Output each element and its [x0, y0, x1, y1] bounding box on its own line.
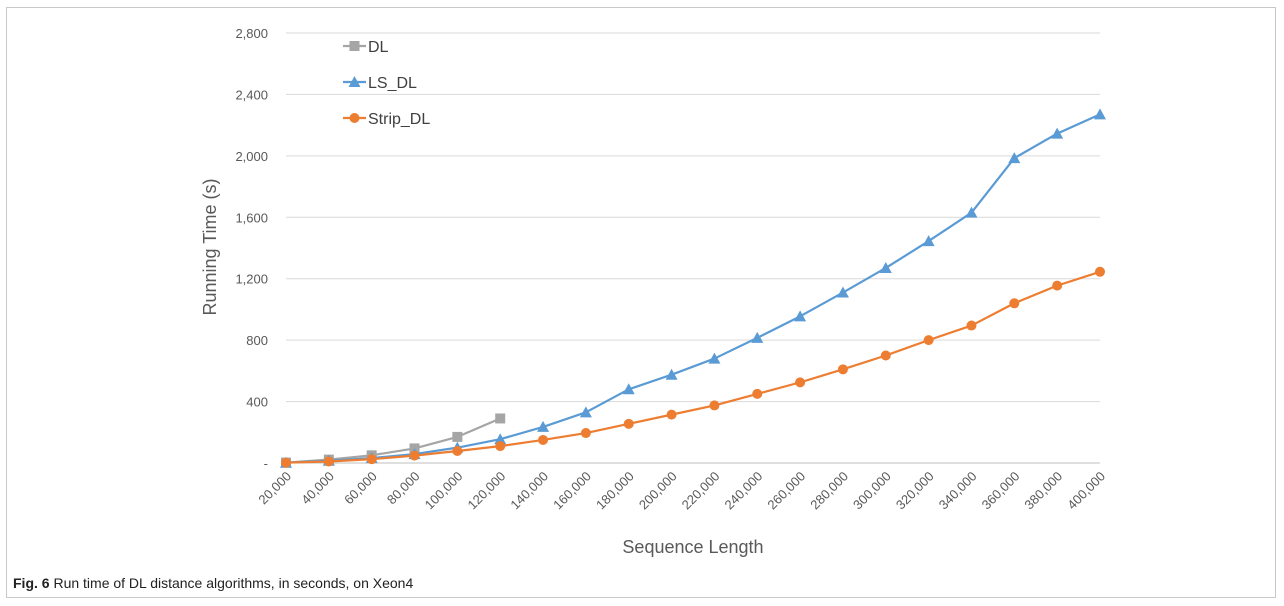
y-tick-label: 1,600	[235, 210, 268, 225]
x-tick-label: 400,000	[1064, 469, 1108, 513]
data-point-strip-dl	[1052, 280, 1063, 291]
legend-marker	[349, 113, 360, 123]
x-tick-label: 220,000	[679, 469, 723, 513]
data-point-ls-dl	[751, 331, 764, 343]
x-tick-label: 100,000	[422, 469, 466, 513]
data-point-strip-dl	[409, 450, 420, 461]
legend-label: LS_DL	[368, 75, 417, 92]
data-point-ls-dl	[494, 433, 507, 445]
x-tick-label: 160,000	[550, 469, 594, 513]
data-point-ls-dl	[622, 383, 635, 395]
data-point-ls-dl	[1094, 108, 1106, 120]
figure-label: Fig. 6	[13, 575, 50, 591]
y-tick-label: 1,200	[235, 272, 268, 287]
data-point-strip-dl	[452, 446, 463, 457]
figure-frame	[6, 7, 1276, 598]
data-point-strip-dl	[666, 409, 677, 420]
x-tick-label: 300,000	[850, 469, 894, 513]
x-tick-label: 340,000	[936, 469, 980, 513]
data-point-strip-dl	[580, 428, 591, 439]
x-tick-label: 20,000	[255, 469, 294, 508]
legend-item-dl: DL	[343, 39, 389, 56]
x-tick-label: 240,000	[722, 469, 766, 513]
data-point-ls-dl	[1051, 127, 1064, 139]
series-dl	[281, 413, 506, 468]
data-point-strip-dl	[966, 320, 977, 331]
data-point-ls-dl	[579, 406, 592, 418]
x-tick-label: 320,000	[893, 469, 937, 513]
x-tick-label: 280,000	[807, 469, 851, 513]
data-point-strip-dl	[538, 434, 549, 445]
x-tick-label: 140,000	[507, 469, 551, 513]
data-point-ls-dl	[922, 235, 935, 247]
data-point-strip-dl	[323, 456, 334, 467]
y-tick-label: 800	[246, 333, 268, 348]
legend-label: Strip_DL	[368, 111, 430, 128]
data-point-strip-dl	[1009, 298, 1020, 309]
legend-item-strip-dl: Strip_DL	[343, 111, 430, 128]
gridlines	[286, 32, 1100, 464]
series-strip-dl	[281, 266, 1105, 468]
x-tick-label: 360,000	[979, 469, 1023, 513]
x-tick-label: 80,000	[384, 469, 423, 508]
figure-caption-text: Run time of DL distance algorithms, in s…	[53, 575, 414, 591]
legend-label: DL	[368, 39, 389, 56]
legend-marker	[349, 41, 360, 51]
y-tick-label: -	[264, 456, 268, 471]
data-point-ls-dl	[836, 286, 849, 298]
x-tick-label: 120,000	[464, 469, 508, 513]
x-axis-ticks: 20,000 40,000 60,000 80,000 100,000 120,000 14…	[255, 469, 1108, 513]
data-point-ls-dl	[665, 368, 678, 380]
data-point-strip-dl	[795, 377, 806, 388]
y-tick-label: 2,000	[235, 149, 268, 164]
x-axis-label: Sequence Length	[622, 537, 763, 557]
legend: DL LS_DL Strip_DL	[343, 39, 430, 128]
data-point-ls-dl	[965, 206, 978, 218]
data-point-strip-dl	[709, 400, 720, 411]
series-line-ls-dl	[285, 113, 1101, 464]
data-point-ls-dl	[879, 261, 892, 273]
series-line-strip-dl	[285, 270, 1101, 464]
y-tick-label: 400	[246, 395, 268, 410]
data-point-ls-dl	[537, 420, 550, 432]
data-point-dl	[452, 431, 463, 442]
y-axis-ticks: - 400 800 1,200 1,600 2,000 2,400 2,800	[235, 26, 268, 471]
data-point-strip-dl	[752, 388, 763, 399]
data-point-strip-dl	[880, 350, 891, 361]
y-tick-label: 2,400	[235, 87, 268, 102]
data-point-strip-dl	[1095, 266, 1105, 277]
data-point-ls-dl	[708, 352, 721, 364]
data-point-ls-dl	[1008, 152, 1021, 164]
x-tick-label: 40,000	[298, 469, 337, 508]
figure-caption: Fig. 6 Run time of DL distance algorithm…	[13, 575, 413, 591]
x-tick-label: 200,000	[636, 469, 680, 513]
x-tick-label: 380,000	[1021, 469, 1065, 513]
series-group	[280, 108, 1106, 468]
legend-marker	[348, 76, 361, 87]
legend-item-ls-dl: LS_DL	[343, 75, 417, 92]
x-tick-label: 60,000	[341, 469, 380, 508]
data-point-strip-dl	[495, 441, 506, 452]
data-point-strip-dl	[837, 364, 848, 375]
y-axis-label: Running Time (s)	[200, 178, 220, 315]
data-point-strip-dl	[923, 335, 934, 346]
series-ls-dl	[280, 108, 1106, 468]
x-tick-label: 180,000	[593, 469, 637, 513]
data-point-strip-dl	[281, 457, 291, 468]
x-tick-label: 260,000	[764, 469, 808, 513]
data-point-dl	[495, 413, 506, 424]
data-point-strip-dl	[366, 454, 377, 465]
y-tick-label: 2,800	[235, 26, 268, 41]
data-point-strip-dl	[623, 418, 634, 429]
data-point-ls-dl	[794, 310, 807, 322]
